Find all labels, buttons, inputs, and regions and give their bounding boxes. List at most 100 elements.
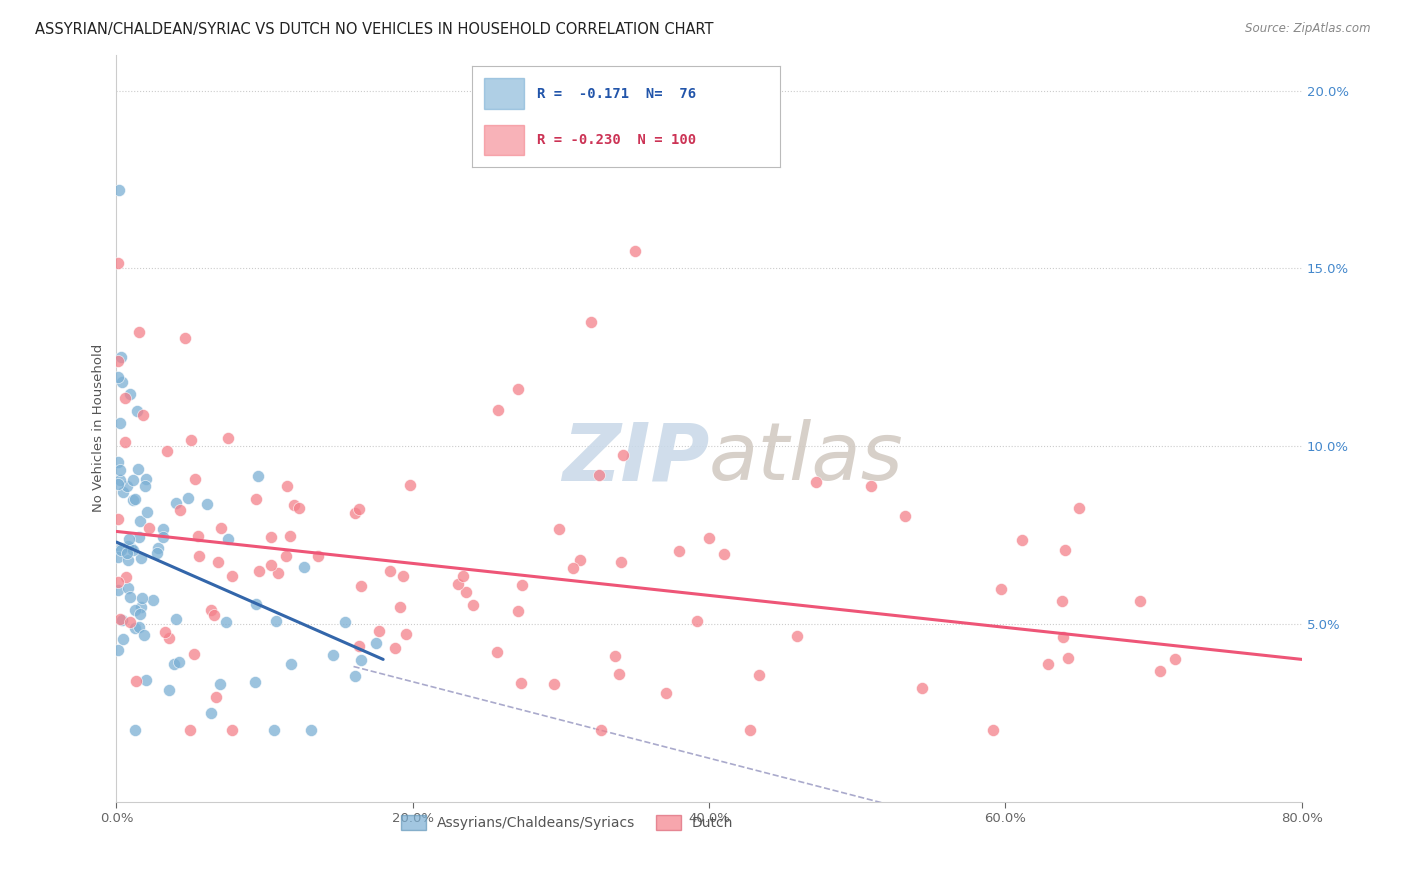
Point — [806, 475, 828, 490]
Point — [107, 477, 129, 491]
Point — [117, 581, 139, 595]
Point — [110, 543, 132, 558]
Point — [260, 558, 283, 572]
Point — [451, 568, 474, 582]
Point — [157, 682, 180, 697]
Point — [1053, 542, 1076, 557]
Point — [561, 561, 583, 575]
Point — [117, 552, 139, 566]
Point — [510, 578, 533, 592]
Point — [392, 569, 415, 583]
Point — [333, 615, 356, 629]
Point — [107, 369, 129, 384]
Point — [107, 574, 129, 589]
Point — [686, 615, 709, 629]
Point — [454, 584, 477, 599]
Point — [108, 474, 131, 488]
Point — [135, 673, 157, 687]
Y-axis label: No Vehicles in Household: No Vehicles in Household — [93, 344, 105, 513]
Point — [486, 403, 509, 417]
Point — [509, 676, 531, 690]
Point — [107, 583, 129, 598]
Point — [200, 603, 222, 617]
Point — [107, 354, 129, 368]
Point — [243, 675, 266, 690]
Point — [152, 522, 174, 536]
Point — [486, 645, 509, 659]
Point — [127, 462, 149, 476]
Point — [124, 492, 146, 507]
Point — [107, 256, 129, 270]
Point — [221, 723, 243, 738]
Point — [129, 550, 152, 565]
Point — [697, 531, 720, 545]
Point — [1067, 501, 1090, 516]
Point — [247, 468, 270, 483]
Point — [911, 681, 934, 696]
Text: atlas: atlas — [709, 419, 904, 497]
Point — [1038, 657, 1060, 671]
Point — [167, 655, 190, 669]
Point — [117, 546, 139, 560]
Point — [1052, 630, 1074, 644]
Point — [128, 514, 150, 528]
Point — [124, 603, 146, 617]
Point — [299, 723, 322, 738]
Point — [350, 653, 373, 667]
Point — [111, 375, 134, 389]
Point — [135, 505, 157, 519]
Point — [786, 630, 808, 644]
Point — [447, 577, 470, 591]
Point — [278, 529, 301, 543]
Point — [165, 611, 187, 625]
Point — [124, 621, 146, 635]
Point — [110, 351, 132, 365]
Point — [1052, 594, 1074, 608]
Point — [215, 615, 238, 629]
Point — [202, 607, 225, 622]
Point — [124, 723, 146, 738]
Point — [138, 521, 160, 535]
Point — [748, 668, 770, 682]
Point — [267, 566, 290, 580]
Point — [609, 666, 631, 681]
Point — [263, 723, 285, 738]
Point — [197, 497, 219, 511]
Point — [157, 631, 180, 645]
Point — [287, 501, 309, 516]
Point — [156, 443, 179, 458]
Point — [347, 502, 370, 516]
Point — [155, 624, 177, 639]
Point — [187, 529, 209, 543]
Point — [107, 455, 129, 469]
Point — [264, 615, 287, 629]
Point — [129, 599, 152, 614]
Point — [108, 417, 131, 431]
Point — [111, 484, 134, 499]
Point — [208, 676, 231, 690]
Point — [179, 723, 201, 738]
Point — [117, 539, 139, 553]
Point — [169, 503, 191, 517]
Point — [307, 549, 329, 564]
Point — [1011, 533, 1033, 547]
Point — [114, 434, 136, 449]
Point — [125, 674, 148, 689]
Point — [603, 648, 626, 663]
Point — [589, 723, 612, 738]
Text: ZIP: ZIP — [562, 419, 709, 497]
Point — [173, 331, 195, 345]
Point — [128, 620, 150, 634]
Point — [280, 657, 302, 672]
Point — [350, 579, 373, 593]
Point — [177, 491, 200, 505]
Point — [180, 433, 202, 447]
Point — [114, 391, 136, 405]
Point — [134, 628, 156, 642]
Point — [367, 624, 389, 639]
Point — [543, 676, 565, 690]
Point — [118, 387, 141, 401]
Point — [108, 183, 131, 197]
Point — [668, 544, 690, 558]
Point — [738, 723, 761, 738]
